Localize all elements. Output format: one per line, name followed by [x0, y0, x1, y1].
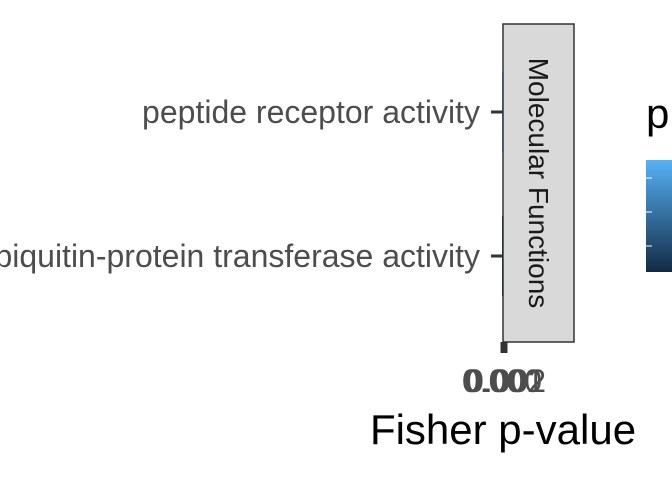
x-axis-title: Fisher p-value — [370, 406, 636, 453]
legend-colorbar — [646, 160, 672, 272]
x-tick-label-3: 0.002 — [466, 363, 546, 399]
x-tick-label-2: 0.001 — [464, 363, 544, 399]
x-tick-label-1: 0.000 — [462, 363, 542, 399]
category-label-2: ubiquitin-protein transferase activity — [0, 238, 480, 274]
facet-strip-label: Molecular Functions — [523, 58, 554, 309]
facet-strip — [502, 23, 575, 343]
category-label-1: peptide receptor activity — [142, 94, 480, 130]
legend-title: p — [646, 90, 669, 137]
